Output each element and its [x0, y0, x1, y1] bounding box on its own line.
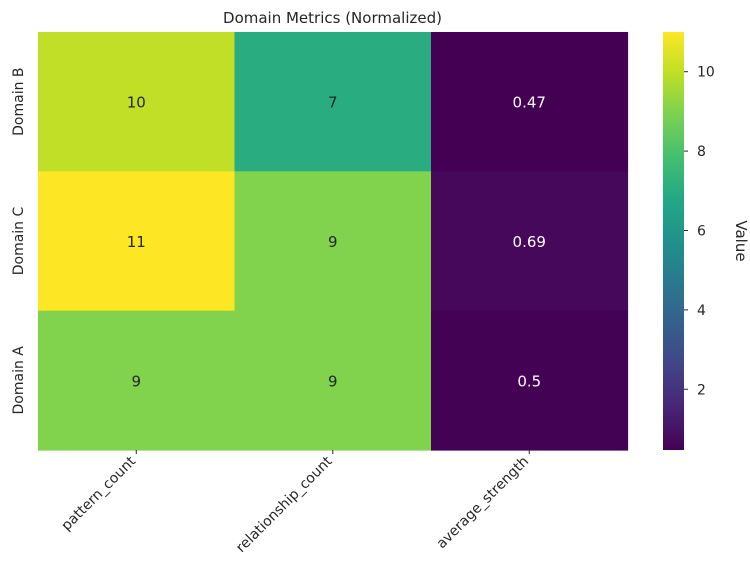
x-tick-label: relationship_count	[233, 453, 336, 556]
cell-value-label: 9	[328, 233, 338, 251]
cell-value-label: 10	[127, 94, 146, 112]
cell-value-label: 11	[127, 233, 146, 251]
colorbar-tick-label: 4	[697, 303, 706, 319]
colorbar: 2 4 6 8 10 Value	[663, 32, 750, 450]
colorbar-tick-label: 6	[697, 223, 706, 239]
x-tick-label: average_strength	[434, 454, 532, 552]
heatmap-cell	[234, 171, 432, 312]
colorbar-tick-label: 10	[697, 65, 715, 81]
y-tick-label: Domain A	[11, 346, 27, 415]
x-tick-labels: pattern_count relationship_count average_s…	[59, 450, 532, 556]
cell-value-label: 0.5	[517, 372, 541, 390]
cell-value-label: 9	[131, 372, 141, 390]
colorbar-scale	[663, 32, 684, 450]
colorbar-label: Value	[732, 220, 750, 261]
heatmap-cell	[431, 310, 629, 451]
heatmap-cell	[38, 310, 236, 451]
heatmap-cell-labels: 10 7 0.47 11 9 0.69 9 9 0.5	[127, 94, 546, 391]
heatmap-cells	[38, 32, 629, 451]
y-tick-labels: Domain B Domain C Domain A	[11, 67, 27, 414]
heatmap-cell	[38, 171, 236, 312]
cell-value-label: 7	[328, 94, 338, 112]
chart-title: Domain Metrics (Normalized)	[223, 9, 442, 27]
colorbar-tick-label: 2	[697, 382, 706, 398]
x-tick-label: pattern_count	[59, 453, 140, 534]
cell-value-label: 0.69	[513, 233, 546, 251]
heatmap-cell	[234, 32, 432, 172]
heatmap-cell	[431, 171, 629, 312]
cell-value-label: 9	[328, 372, 338, 390]
heatmap-cell	[431, 32, 629, 172]
colorbar-tick-label: 8	[697, 144, 706, 160]
heatmap-cell	[234, 310, 432, 451]
y-tick-label: Domain C	[11, 207, 27, 276]
cell-value-label: 0.47	[513, 94, 546, 112]
heatmap-cell	[38, 32, 236, 172]
y-tick-label: Domain B	[11, 67, 27, 135]
